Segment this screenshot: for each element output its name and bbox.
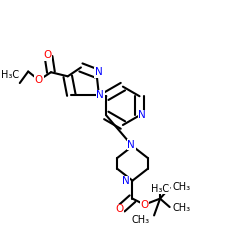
Text: O: O xyxy=(35,75,43,85)
Text: N: N xyxy=(138,110,146,120)
Text: H₃C: H₃C xyxy=(1,70,19,80)
Text: O: O xyxy=(116,204,124,214)
Text: CH₃: CH₃ xyxy=(172,182,190,192)
Text: H₃C: H₃C xyxy=(151,184,169,194)
Text: O: O xyxy=(43,50,52,60)
Text: N: N xyxy=(128,140,135,150)
Text: N: N xyxy=(96,90,104,100)
Text: O: O xyxy=(140,200,148,209)
Text: N: N xyxy=(122,176,130,186)
Text: CH₃: CH₃ xyxy=(172,203,190,213)
Text: N: N xyxy=(94,67,102,77)
Text: CH₃: CH₃ xyxy=(131,215,149,225)
